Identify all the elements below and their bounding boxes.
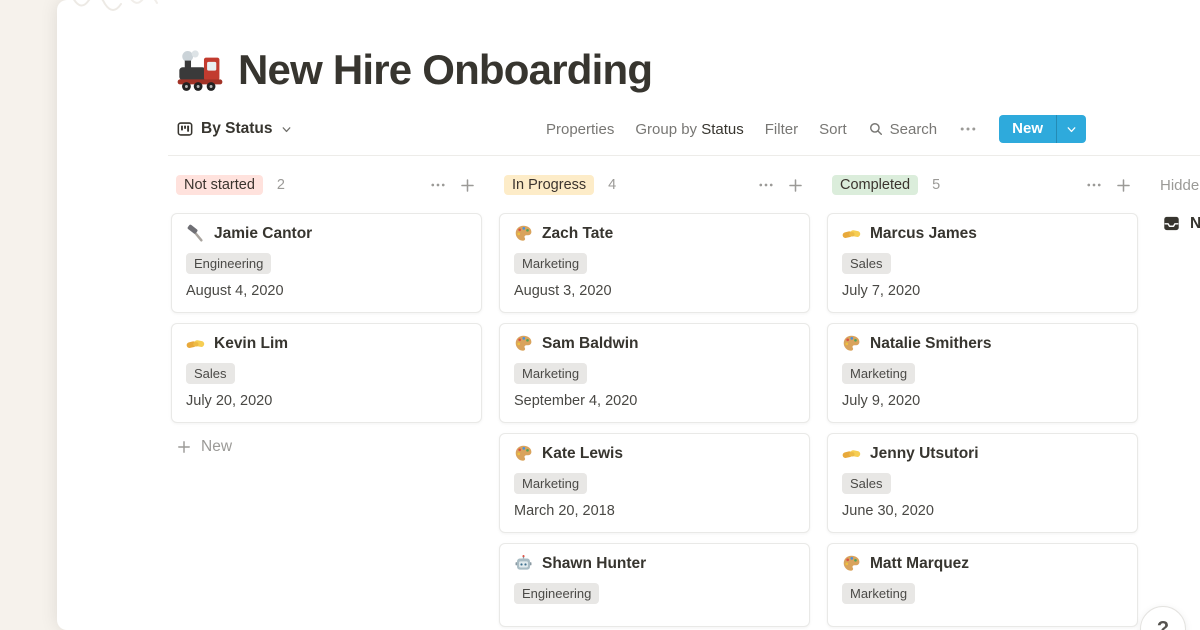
toolbar-actions: Properties Group by Status Filter Sort S… (546, 115, 1086, 143)
card-natalie-smithers[interactable]: Natalie Smithers Marketing July 9, 2020 (827, 323, 1138, 423)
department-tag: Engineering (514, 583, 600, 604)
hidden-group-no-status[interactable]: No Status (1155, 214, 1200, 233)
department-tag: Sales (842, 473, 891, 494)
palette-emoji (514, 334, 533, 353)
card-marcus-james[interactable]: Marcus James Sales July 7, 2020 (827, 213, 1138, 313)
department-tag: Marketing (514, 473, 588, 494)
chevron-down-icon (280, 123, 293, 136)
page-header: New Hire Onboarding (57, 0, 1200, 94)
start-date: August 3, 2020 (514, 283, 612, 299)
card-kevin-lim[interactable]: Kevin Lim Sales July 20, 2020 (171, 323, 482, 423)
card-name: Shawn Hunter (542, 554, 647, 572)
new-button-dropdown[interactable] (1056, 115, 1086, 143)
new-button-label[interactable]: New (1012, 120, 1043, 137)
column-count: 2 (276, 177, 285, 193)
column-count: 4 (608, 177, 617, 193)
status-badge: Completed (832, 175, 919, 195)
column-header: In Progress 4 (499, 173, 810, 197)
column-header: Completed 5 (827, 173, 1138, 197)
locomotive-emoji (176, 47, 224, 93)
add-new-card-button[interactable]: New (171, 433, 482, 461)
add-card-icon[interactable] (459, 177, 476, 194)
board-view-icon (176, 120, 194, 138)
department-tag: Marketing (514, 363, 588, 384)
filter-button[interactable]: Filter (764, 120, 799, 138)
card-sam-baldwin[interactable]: Sam Baldwin Marketing September 4, 2020 (499, 323, 810, 423)
card-shawn-hunter[interactable]: Shawn Hunter Engineering (499, 543, 810, 627)
add-card-icon[interactable] (787, 177, 804, 194)
department-tag: Sales (186, 363, 235, 384)
column-count: 5 (932, 177, 941, 193)
card-name: Matt Marquez (870, 554, 970, 572)
view-name: By Status (201, 120, 273, 137)
view-toolbar: By Status Properties Group by Status Fil… (168, 115, 1200, 156)
hammer-emoji (186, 224, 205, 243)
card-name: Kevin Lim (214, 334, 289, 352)
card-jenny-utsutori[interactable]: Jenny Utsutori Sales June 30, 2020 (827, 433, 1138, 533)
card-name: Sam Baldwin (542, 334, 639, 352)
properties-button[interactable]: Properties (545, 120, 615, 138)
handshake-emoji (842, 224, 861, 243)
plus-icon (176, 439, 192, 455)
hidden-columns-section: Hidden columns No Status (1155, 173, 1200, 630)
column-in-progress: In Progress 4 Zach Tate Marketing August… (499, 173, 810, 630)
palette-emoji (514, 224, 533, 243)
robot-emoji (514, 554, 533, 573)
more-options-icon[interactable] (958, 119, 978, 139)
view-switcher[interactable]: By Status (176, 120, 293, 138)
palette-emoji (514, 444, 533, 463)
search-icon (868, 121, 884, 137)
column-not-started: Not started 2 Jamie Cantor Engineering A… (171, 173, 482, 630)
column-completed: Completed 5 Marcus James Sales July 7, 2… (827, 173, 1138, 630)
notion-page: New Hire Onboarding By Status Properties… (57, 0, 1200, 630)
palette-emoji (842, 334, 861, 353)
card-zach-tate[interactable]: Zach Tate Marketing August 3, 2020 (499, 213, 810, 313)
chevron-down-icon (1065, 123, 1078, 136)
inbox-icon (1162, 214, 1181, 233)
kanban-board: Not started 2 Jamie Cantor Engineering A… (171, 173, 1200, 630)
start-date: July 20, 2020 (186, 393, 273, 409)
start-date: July 7, 2020 (842, 283, 921, 299)
start-date: March 20, 2018 (514, 503, 615, 519)
card-name: Jenny Utsutori (870, 444, 979, 462)
group-by-button[interactable]: Group by Status (635, 120, 744, 138)
start-date: June 30, 2020 (842, 503, 934, 519)
column-options-icon[interactable] (757, 176, 775, 194)
start-date: August 4, 2020 (186, 283, 284, 299)
card-name: Marcus James (870, 224, 977, 242)
add-card-icon[interactable] (1115, 177, 1132, 194)
card-jamie-cantor[interactable]: Jamie Cantor Engineering August 4, 2020 (171, 213, 482, 313)
handshake-emoji (842, 444, 861, 463)
department-tag: Marketing (842, 583, 916, 604)
decorative-doodle (73, 0, 158, 11)
status-badge: Not started (176, 175, 263, 195)
palette-emoji (842, 554, 861, 573)
search-button[interactable]: Search (868, 121, 937, 138)
start-date: September 4, 2020 (514, 393, 638, 409)
new-button[interactable]: New (999, 115, 1086, 143)
card-matt-marquez[interactable]: Matt Marquez Marketing (827, 543, 1138, 627)
hidden-columns-label: Hidden columns (1160, 176, 1200, 194)
sort-button[interactable]: Sort (819, 120, 847, 138)
department-tag: Marketing (842, 363, 916, 384)
card-name: Kate Lewis (542, 444, 623, 462)
column-options-icon[interactable] (429, 176, 447, 194)
card-name: Natalie Smithers (870, 334, 992, 352)
start-date: July 9, 2020 (842, 393, 921, 409)
department-tag: Sales (842, 253, 891, 274)
handshake-emoji (186, 334, 205, 353)
status-badge: In Progress (504, 175, 595, 195)
column-options-icon[interactable] (1085, 176, 1103, 194)
department-tag: Engineering (186, 253, 272, 274)
card-name: Jamie Cantor (214, 224, 313, 242)
card-kate-lewis[interactable]: Kate Lewis Marketing March 20, 2018 (499, 433, 810, 533)
department-tag: Marketing (514, 253, 588, 274)
column-header: Not started 2 (171, 173, 482, 197)
page-title: New Hire Onboarding (238, 46, 653, 93)
hidden-group-name: No Status (1190, 214, 1200, 232)
card-name: Zach Tate (542, 224, 614, 242)
